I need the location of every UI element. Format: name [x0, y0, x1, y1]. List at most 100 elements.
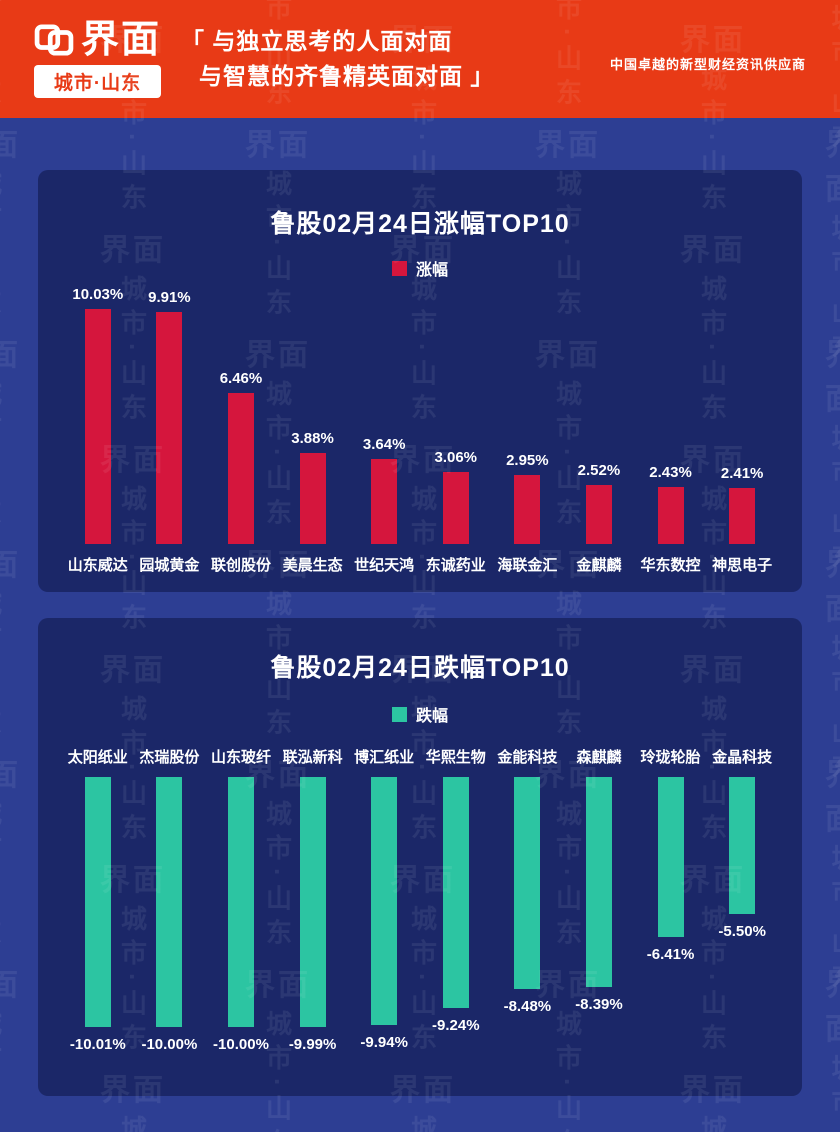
- loss-chart-categories: 太阳纸业 杰瑞股份 山东玻纤 联泓新科 博汇纸业 华熙生物 金能科技 森麒麟 玲珑轮胎 金晶科技: [38, 746, 802, 767]
- category-label: 金能科技: [497, 749, 558, 766]
- watermark-subtext: 城市·山东: [828, 844, 840, 997]
- value-label: 2.41%: [720, 465, 764, 482]
- loss-bar: [657, 777, 684, 937]
- watermark-subtext: 城市·山东: [405, 1115, 442, 1132]
- loss-bar: [371, 777, 398, 1025]
- watermark-logo-text: 界面: [0, 969, 21, 1002]
- bar-column: -8.39%: [563, 777, 635, 1013]
- quote-line-1: 「 与独立思考的人面对面: [181, 28, 453, 54]
- value-label: 9.91%: [148, 289, 191, 306]
- header-tagline: 中国卓越的新型财经资讯供应商: [609, 56, 806, 72]
- loss-bar: [585, 777, 612, 987]
- gain-bar: [657, 487, 684, 544]
- watermark-logo-text: 界面: [825, 120, 840, 208]
- gain-chart-categories: 山东威达 园城黄金 联创股份 美晨生态 世纪天鸿 东诚药业 海联金汇 金麒麟 华东数控 神思电子: [38, 554, 802, 575]
- bar-column: 3.64%: [348, 436, 420, 544]
- category-label: 园城黄金: [139, 557, 200, 574]
- value-label: 10.03%: [72, 286, 124, 303]
- value-label: -9.94%: [360, 1034, 408, 1051]
- watermark-subtext: 城市·山东: [0, 800, 3, 953]
- bar-column: 3.06%: [420, 449, 492, 544]
- bar-column: 10.03%: [62, 286, 134, 544]
- bar-column: 2.43%: [635, 464, 707, 544]
- category-label: 美晨生态: [282, 557, 343, 574]
- value-label: -10.00%: [213, 1036, 269, 1053]
- value-label: 2.43%: [649, 464, 692, 481]
- loss-legend-label: 跌幅: [415, 708, 448, 725]
- bar-column: -8.48%: [492, 777, 564, 1015]
- value-label: -9.99%: [288, 1036, 337, 1053]
- gain-legend-swatch: [391, 260, 407, 276]
- watermark-logo-text: 界面: [0, 339, 21, 372]
- value-label: -5.50%: [718, 923, 766, 940]
- watermark-logo-text: 界面: [535, 129, 601, 162]
- watermark-logo-text: 界面: [0, 129, 21, 162]
- loss-legend: 跌幅: [38, 702, 802, 726]
- category-label: 金晶科技: [712, 749, 773, 766]
- loss-bar: [156, 777, 183, 1027]
- loss-bar: [729, 777, 756, 914]
- category-label: 世纪天鸿: [354, 557, 415, 574]
- watermark-subtext: 城市·山东: [0, 1010, 3, 1132]
- bar-column: -6.41%: [635, 777, 707, 963]
- watermark-subtext: 城市·山东: [828, 634, 840, 787]
- logo-subtext: 城市·山东: [34, 64, 162, 98]
- bar-column: 9.91%: [134, 289, 206, 544]
- bar-column: -9.94%: [348, 777, 420, 1051]
- watermark-subtext: 城市·山东: [0, 380, 3, 533]
- gain-bar: [442, 472, 469, 544]
- gain-bar: [585, 485, 612, 544]
- value-label: -10.00%: [141, 1036, 198, 1053]
- value-label: 3.64%: [362, 436, 406, 453]
- logo-top: 界面: [34, 21, 161, 59]
- value-label: 3.06%: [434, 449, 478, 466]
- loss-chart-panel: 鲁股02月24日跌幅TOP10 跌幅 太阳纸业 杰瑞股份 山东玻纤 联泓新科 博汇纸业华…: [38, 618, 802, 1096]
- loss-bar: [84, 777, 111, 1027]
- gain-bar: [299, 453, 326, 544]
- bar-column: 2.52%: [563, 462, 635, 544]
- value-label: 2.52%: [577, 462, 621, 479]
- gain-bar: [156, 312, 183, 544]
- jiemian-logo-icon: [34, 23, 74, 56]
- category-label: 海联金汇: [497, 557, 558, 574]
- value-label: 3.88%: [291, 430, 334, 447]
- value-label: -6.41%: [646, 946, 695, 963]
- bar-column: -9.99%: [277, 777, 349, 1053]
- loss-bar: [227, 777, 254, 1027]
- bar-column: 3.88%: [277, 430, 349, 544]
- watermark-logo-text: 界面: [825, 750, 840, 838]
- category-label: 东诚药业: [425, 557, 486, 574]
- value-label: -9.24%: [432, 1017, 480, 1034]
- logo-text: 界面: [81, 18, 162, 61]
- watermark-subtext: 城市·山东: [828, 1054, 840, 1132]
- watermark-logo-text: 界面: [825, 330, 840, 418]
- value-label: -8.48%: [503, 998, 552, 1015]
- category-label: 森麒麟: [576, 749, 622, 766]
- jiemian-logo: 界面 城市·山东: [34, 21, 162, 98]
- category-label: 联创股份: [210, 557, 271, 574]
- gain-bar: [371, 459, 398, 544]
- gain-bar: [227, 393, 254, 544]
- value-label: -8.39%: [575, 996, 623, 1013]
- watermark-subtext: 城市·山东: [0, 590, 3, 743]
- watermark-logo-text: 界面: [245, 129, 311, 162]
- category-label: 太阳纸业: [67, 749, 128, 766]
- category-label: 华东数控: [640, 557, 701, 574]
- bar-column: -10.01%: [62, 777, 134, 1053]
- watermark-logo-text: 界面: [0, 759, 21, 792]
- bar-column: -10.00%: [205, 777, 277, 1053]
- header: 界面 城市·山东 「 与独立思考的人面对面 与智慧的齐鲁精英面对面 」 中国卓越…: [0, 0, 840, 118]
- gain-legend: 涨幅: [38, 256, 802, 280]
- category-label: 博汇纸业: [354, 749, 415, 766]
- watermark-subtext: 城市·山东: [0, 170, 3, 323]
- value-label: 2.95%: [506, 452, 549, 469]
